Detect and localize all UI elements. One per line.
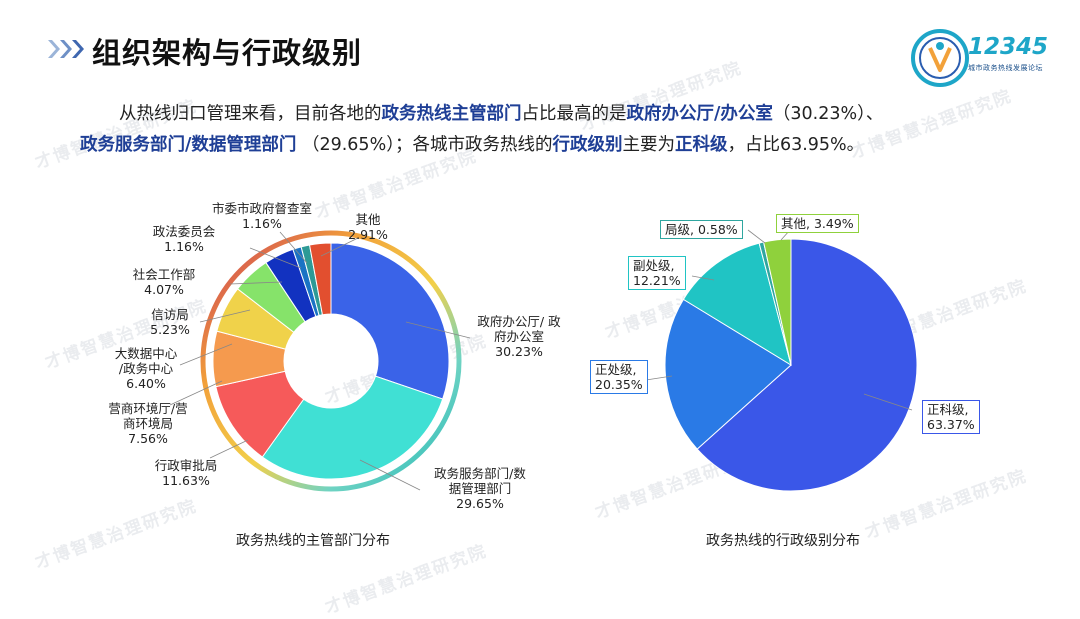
slice-pct: 1.16% — [242, 216, 282, 231]
chart-caption-departments: 政务热线的主管部门分布 — [236, 533, 390, 549]
chevron-right-icon — [48, 40, 84, 58]
leader-line — [645, 375, 673, 381]
text: 主要为 — [622, 135, 675, 155]
logo-number: 12345 — [968, 34, 1049, 60]
slice-label-gov-office: 政府办公厅/ 政 府办公室 30.23% — [466, 314, 572, 359]
slice-label-other: 其他, 3.49% — [776, 214, 859, 233]
slice-label-division-chief: 正处级, 20.35% — [590, 360, 648, 394]
slice-name: 据管理部门 — [448, 481, 512, 496]
summary-line-2: 政务服务部门/数据管理部门 （29.65%）；各城市政务热线的行政级别主要为正科… — [80, 131, 864, 156]
slice-pct: 11.63% — [162, 473, 210, 488]
slice-name: 其他 — [355, 212, 381, 227]
highlight: 政务服务部门/数据管理部门 — [80, 135, 297, 155]
slice-pct: 30.23% — [495, 344, 543, 359]
leader-line — [249, 247, 302, 269]
leader-line — [747, 229, 766, 244]
slice-name: 营商环境厅/营 — [108, 401, 188, 416]
slice-pct: 5.23% — [150, 322, 190, 337]
text: 占比最高的是 — [521, 104, 627, 124]
slice-label-supervision: 市委市政府督查室 1.16% — [200, 201, 324, 231]
slice-name: 正科级, — [927, 402, 969, 417]
slice-pct: 1.16% — [164, 239, 204, 254]
leader-line — [863, 393, 913, 411]
slice-name: 大数据中心 — [114, 346, 178, 361]
leader-lines — [169, 231, 471, 491]
slice-label-gov-service: 政务服务部门/数 据管理部门 29.65% — [420, 466, 540, 511]
slice-name: 信访局 — [151, 307, 189, 322]
chart-caption-admin-level: 政务热线的行政级别分布 — [706, 533, 860, 549]
slice-pct: 7.56% — [128, 431, 168, 446]
pie-slice-1 — [261, 375, 444, 480]
slice-name: 行政审批局 — [154, 458, 218, 473]
pie-slice-0 — [696, 238, 918, 492]
leader-line — [405, 321, 471, 339]
slice-label-petition: 信访局 5.23% — [142, 307, 198, 337]
leader-line — [279, 231, 308, 264]
slice-label-deputy-division: 副处级, 12.21% — [628, 256, 686, 290]
slice-label-social-work: 社会工作部 4.07% — [124, 267, 204, 297]
slice-name: /政务中心 — [118, 361, 174, 376]
slice-label-other: 其他 2.91% — [340, 212, 396, 242]
pie-slice-9 — [308, 242, 332, 316]
pie-chart — [664, 238, 918, 492]
slice-label-big-data: 大数据中心 /政务中心 6.40% — [106, 346, 186, 391]
slice-text: 局级, 0.58% — [665, 222, 738, 237]
slice-name: 副处级, — [633, 258, 675, 273]
logo-emblem-icon — [911, 29, 969, 87]
slice-pct: 4.07% — [144, 282, 184, 297]
pie-slice-0 — [330, 242, 450, 400]
leader-line — [209, 439, 249, 459]
leader-line — [229, 281, 283, 285]
slice-name: 政府办公厅/ 政 — [477, 314, 561, 329]
pie-slice-1 — [664, 298, 792, 450]
highlight: 政务热线主管部门 — [381, 104, 522, 124]
text: （30.23%）、 — [772, 104, 884, 124]
slice-label-business-env: 营商环境厅/营 商环境局 7.56% — [96, 401, 200, 446]
text: （29.65%）；各城市政务热线的 — [296, 135, 553, 155]
slice-pct: 63.37% — [927, 417, 975, 432]
slice-label-section-chief: 正科级, 63.37% — [922, 400, 980, 434]
summary-line-1: 从热线归口管理来看，目前各地的政务热线主管部门占比最高的是政府办公厅/办公室（3… — [119, 100, 883, 125]
leader-line — [199, 309, 251, 323]
text: ，占比63.95%。 — [727, 135, 865, 155]
slice-pct: 12.21% — [633, 273, 681, 288]
donut-outer-ring — [200, 230, 462, 492]
page-title: 组织架构与行政级别 — [92, 36, 363, 70]
pie-slice-2 — [682, 242, 792, 367]
highlight: 行政级别 — [552, 135, 623, 155]
slice-label-bureau: 局级, 0.58% — [660, 220, 743, 239]
highlight: 正科级 — [674, 135, 728, 155]
slice-label-political-legal: 政法委员会 1.16% — [144, 224, 224, 254]
leader-line — [179, 343, 233, 366]
slice-pct: 6.40% — [126, 376, 166, 391]
slice-text: 其他, 3.49% — [781, 216, 854, 231]
slice-pct: 2.91% — [348, 227, 388, 242]
donut-chart — [212, 242, 450, 480]
text: 从热线归口管理来看，目前各地的 — [119, 104, 382, 124]
highlight: 政府办公厅/办公室 — [626, 104, 773, 124]
slice-name: 府办公室 — [493, 329, 544, 344]
leader-line — [320, 237, 359, 257]
slice-name: 市委市政府督查室 — [211, 201, 312, 216]
slice-pct: 29.65% — [456, 496, 504, 511]
logo-subtitle: 城市政务热线发展论坛 — [968, 64, 1043, 72]
leader-line — [169, 380, 223, 406]
slice-name: 商环境局 — [122, 416, 173, 431]
slice-name: 社会工作部 — [132, 267, 196, 282]
slice-name: 政法委员会 — [152, 224, 216, 239]
leader-line — [359, 459, 421, 491]
slice-name: 正处级, — [595, 362, 637, 377]
leader-line — [691, 275, 715, 281]
slice-name: 政务服务部门/数 — [434, 466, 526, 481]
slice-pct: 20.35% — [595, 377, 643, 392]
slice-label-admin-approval: 行政审批局 11.63% — [146, 458, 226, 488]
